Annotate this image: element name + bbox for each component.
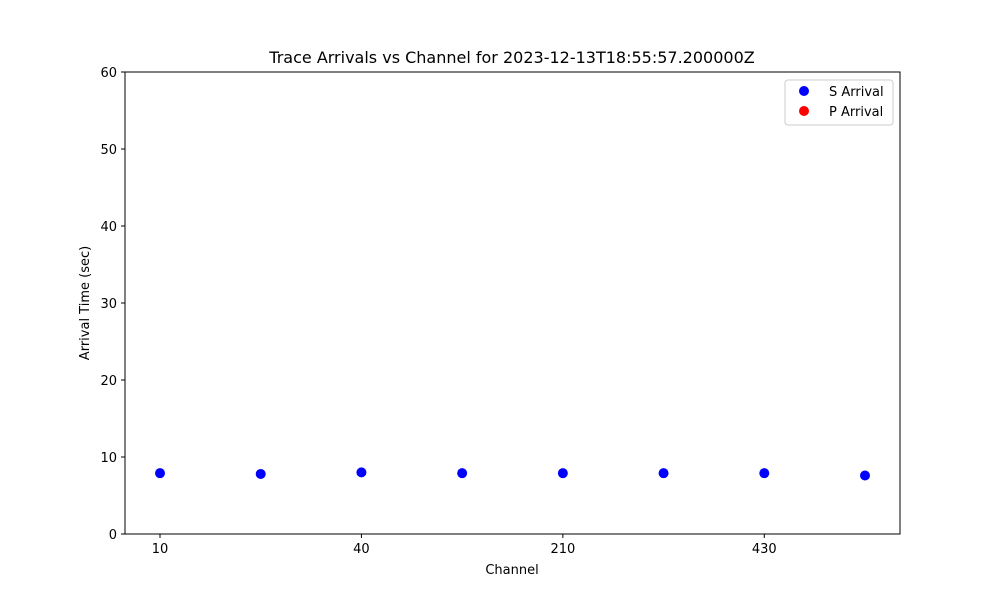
x-tick-label: 430 xyxy=(752,542,777,557)
y-tick-label: 20 xyxy=(100,374,117,389)
legend-marker-s-arrival xyxy=(799,86,809,96)
x-axis-label: Channel xyxy=(485,563,538,578)
y-tick-label: 50 xyxy=(100,143,117,158)
legend: S Arrival P Arrival xyxy=(784,79,894,126)
data-point-s-arrival xyxy=(457,468,468,479)
y-tick-label: 0 xyxy=(109,528,117,543)
legend-marker-p-arrival xyxy=(799,106,809,116)
y-axis: 0 10 20 30 40 50 60 xyxy=(100,66,125,543)
data-point-s-arrival xyxy=(255,468,266,479)
data-point-s-arrival xyxy=(658,468,669,479)
data-point-s-arrival xyxy=(356,467,367,478)
x-tick-label: 40 xyxy=(353,542,370,557)
y-tick-label: 10 xyxy=(100,451,117,466)
data-point-s-arrival xyxy=(557,468,568,479)
data-point-s-arrival xyxy=(155,468,165,479)
legend-label-s-arrival: S Arrival xyxy=(829,85,884,100)
y-tick-label: 60 xyxy=(100,66,117,81)
data-point-s-arrival xyxy=(759,468,770,479)
legend-box xyxy=(784,79,894,126)
y-tick-label: 30 xyxy=(100,297,117,312)
chart-title: Trace Arrivals vs Channel for 2023-12-13… xyxy=(268,48,754,67)
x-tick-label: 210 xyxy=(550,542,575,557)
y-tick-label: 40 xyxy=(100,220,117,235)
y-axis-label: Arrival Time (sec) xyxy=(78,246,93,360)
data-points xyxy=(155,467,870,481)
data-point-s-arrival xyxy=(860,470,870,481)
plot-area-frame xyxy=(124,71,901,535)
x-axis: 10 40 210 430 xyxy=(152,534,777,557)
legend-label-p-arrival: P Arrival xyxy=(829,105,883,120)
x-tick-label: 10 xyxy=(152,542,169,557)
